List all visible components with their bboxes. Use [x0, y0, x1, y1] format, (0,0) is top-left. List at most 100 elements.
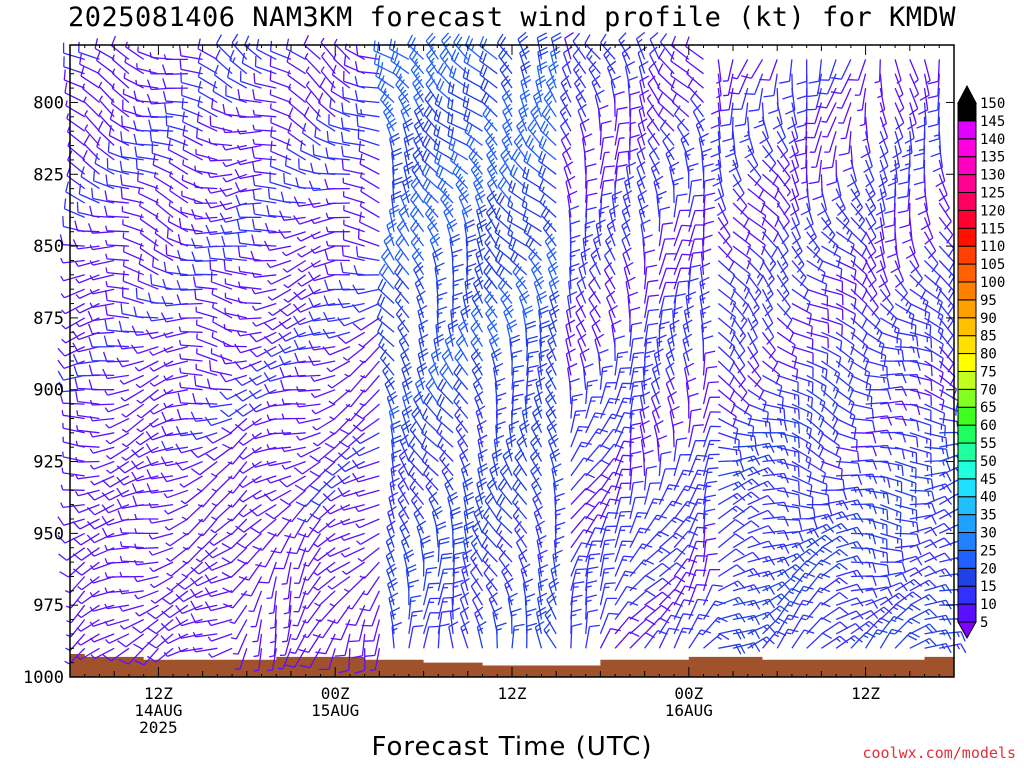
wind-barb	[734, 102, 749, 127]
wind-barb	[702, 381, 719, 405]
wind-barb	[747, 231, 766, 256]
wind-barb	[482, 550, 498, 577]
colorbar-cell	[957, 120, 977, 140]
wind-barb	[136, 389, 159, 404]
wind-barb	[865, 374, 890, 389]
wind-barb	[146, 455, 174, 467]
wind-barb	[435, 521, 447, 548]
wind-barb	[73, 561, 100, 576]
wind-barb	[865, 444, 892, 456]
wind-barb	[560, 132, 572, 161]
wind-barb	[585, 444, 610, 462]
wind-barb	[120, 389, 145, 402]
wind-barb	[924, 471, 952, 482]
wind-barb	[629, 465, 643, 491]
wind-barb	[119, 571, 144, 578]
wind-barb	[820, 418, 839, 443]
wind-barb	[499, 463, 513, 491]
wind-barb	[98, 110, 115, 132]
wind-barb	[169, 185, 189, 204]
wind-barb	[478, 50, 498, 75]
wind-barb	[924, 483, 952, 493]
wind-barb	[98, 81, 115, 103]
wind-barb	[408, 450, 425, 477]
wind-barb	[352, 432, 380, 445]
wind-barb	[522, 166, 542, 190]
wind-barb	[702, 508, 716, 534]
wind-barb	[72, 532, 100, 546]
wind-barb	[688, 392, 699, 419]
wind-barb	[147, 647, 174, 663]
wind-barb	[836, 460, 862, 474]
wind-barb	[266, 444, 292, 450]
wind-barb	[102, 368, 129, 380]
wind-barb	[252, 138, 277, 147]
wind-barb	[537, 564, 549, 591]
wind-barb	[657, 92, 675, 118]
wind-barb	[87, 310, 115, 322]
wind-barb	[909, 526, 938, 537]
wind-barb	[570, 457, 594, 477]
wind-barb	[175, 604, 203, 615]
wind-barb	[163, 489, 189, 499]
wind-barb	[160, 312, 189, 323]
wind-barb	[312, 144, 336, 161]
wind-barb	[296, 231, 321, 242]
wind-barb	[88, 364, 115, 377]
wind-barb	[479, 64, 498, 89]
wind-barb	[909, 608, 938, 621]
wind-barb	[352, 284, 380, 295]
wind-barb	[409, 478, 425, 506]
wind-barb	[436, 393, 454, 419]
wind-barb	[761, 260, 775, 288]
wind-barb	[283, 274, 307, 289]
wind-barb	[646, 104, 660, 132]
wind-barb	[702, 177, 716, 204]
wind-barb	[189, 588, 218, 599]
wind-barb	[119, 604, 144, 612]
wind-barb	[221, 561, 248, 579]
wind-barb	[119, 555, 144, 563]
wind-barb	[294, 475, 321, 492]
wind-barb	[629, 422, 642, 448]
wind-barb	[470, 535, 484, 563]
wind-barb	[425, 32, 439, 60]
wind-barb	[577, 333, 587, 362]
wind-barb	[293, 339, 321, 351]
wind-barb	[116, 475, 144, 486]
wind-barb	[688, 408, 702, 433]
wind-barb	[163, 388, 189, 395]
wind-barb	[104, 603, 130, 610]
wind-barb	[90, 475, 115, 486]
wind-barb	[234, 168, 262, 180]
wind-barb	[611, 190, 623, 218]
wind-barb	[409, 205, 425, 233]
wind-barb	[229, 49, 248, 75]
wind-barb	[421, 408, 439, 434]
wind-barb	[318, 648, 336, 671]
wind-barb	[294, 352, 321, 364]
wind-barb	[924, 495, 953, 506]
wind-barb	[638, 106, 646, 132]
wind-barb	[732, 274, 750, 300]
wind-barb	[265, 504, 292, 520]
wind-barb	[104, 544, 129, 551]
wind-barb	[288, 97, 307, 118]
wind-barb	[423, 392, 439, 419]
wind-barb	[221, 235, 247, 247]
wind-barb	[599, 597, 617, 620]
wind-barb	[643, 465, 657, 491]
colorbar-label: 145	[980, 114, 1005, 130]
wind-barb	[461, 563, 471, 591]
wind-barb	[569, 262, 580, 290]
wind-barb	[256, 38, 277, 60]
wind-barb	[820, 217, 836, 244]
wind-barb	[732, 259, 751, 285]
wind-barb	[762, 617, 788, 635]
wind-barb	[88, 350, 115, 362]
wind-barb	[717, 518, 745, 534]
colorbar-cell	[957, 299, 977, 319]
wind-barb	[74, 259, 100, 268]
wind-barb	[835, 583, 864, 594]
wind-barb	[599, 567, 615, 591]
